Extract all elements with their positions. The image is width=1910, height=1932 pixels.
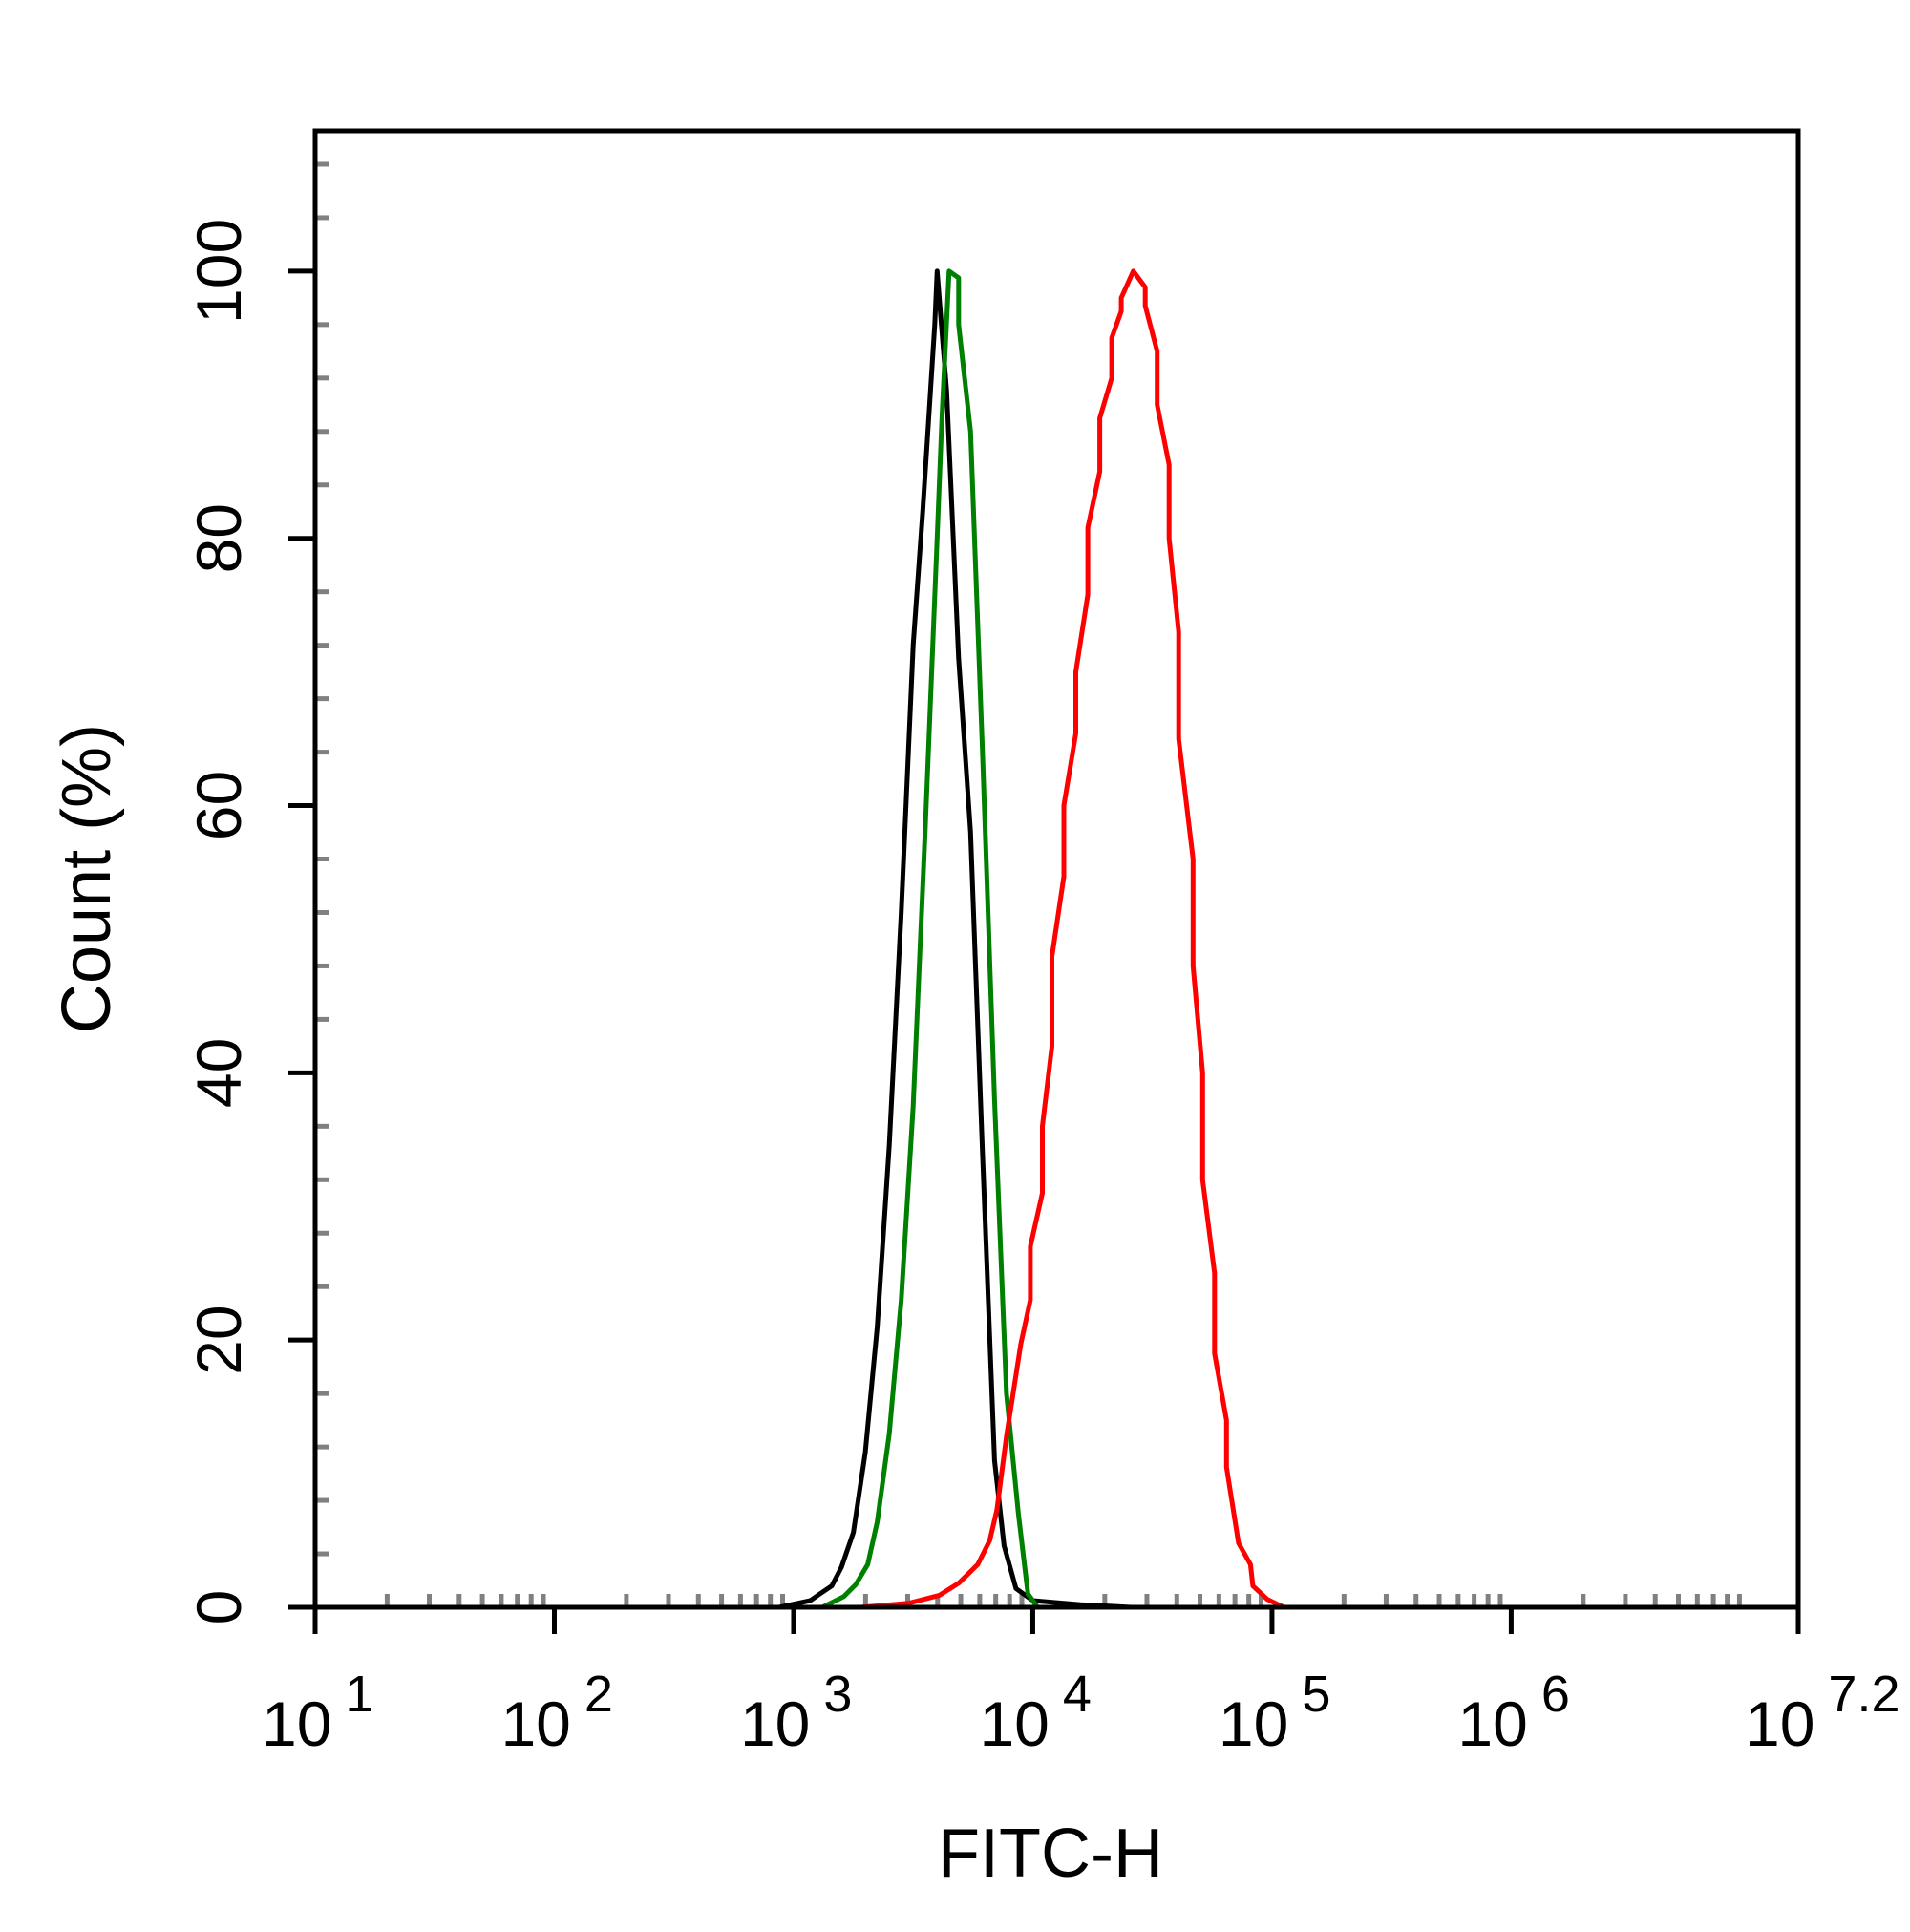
x-tick-label-exponent: 2	[584, 1666, 613, 1723]
x-tick-label: 10 4	[979, 1666, 1091, 1759]
x-tick-label-base: 10	[1745, 1688, 1814, 1759]
histogram-series-green	[820, 268, 1040, 1610]
x-tick-label-base: 10	[979, 1688, 1049, 1759]
x-tick-label-base: 10	[262, 1688, 331, 1759]
x-tick-label-exponent: 3	[823, 1666, 852, 1723]
x-tick-label: 10 7.2	[1745, 1666, 1900, 1759]
x-tick-labels: 10 1 10 2 10 3 10 4 10 5 10 6 10 7.2	[262, 1666, 1900, 1759]
x-tick-label-base: 10	[500, 1688, 570, 1759]
y-tick-label: 20	[183, 1305, 254, 1374]
x-tick-label: 10 1	[262, 1666, 373, 1759]
x-tick-label: 10 5	[1219, 1666, 1330, 1759]
x-tick-label: 10 2	[500, 1666, 612, 1759]
x-tick-label-exponent: 5	[1302, 1666, 1330, 1723]
x-tick-label-exponent: 6	[1541, 1666, 1570, 1723]
x-tick-label: 10 6	[1457, 1666, 1569, 1759]
x-tick-label-exponent: 1	[345, 1666, 373, 1723]
y-tick-label: 60	[183, 771, 254, 840]
x-tick-label: 10 3	[740, 1666, 852, 1759]
y-axis-label: Count (%)	[49, 724, 125, 1033]
x-tick-label-exponent: 4	[1063, 1666, 1092, 1723]
x-tick-label-base: 10	[1219, 1688, 1288, 1759]
x-tick-label-exponent: 7.2	[1828, 1666, 1899, 1723]
x-axis-label: FITC-H	[938, 1815, 1163, 1892]
y-tick-label: 0	[183, 1590, 254, 1625]
y-tick-label: 80	[183, 503, 254, 573]
minor-ticks	[313, 161, 1742, 1609]
y-tick-labels: 0 20 40 60 80 100	[183, 219, 254, 1625]
x-tick-label-base: 10	[740, 1688, 810, 1759]
series-layer	[778, 268, 1285, 1610]
histogram-series-red	[860, 268, 1285, 1610]
x-tick-label-base: 10	[1457, 1688, 1527, 1759]
major-ticks	[288, 268, 1801, 1634]
plot-frame	[312, 128, 1801, 1610]
histogram-series-black	[778, 268, 1132, 1610]
y-tick-label: 40	[183, 1038, 254, 1108]
y-tick-label: 100	[183, 219, 254, 324]
